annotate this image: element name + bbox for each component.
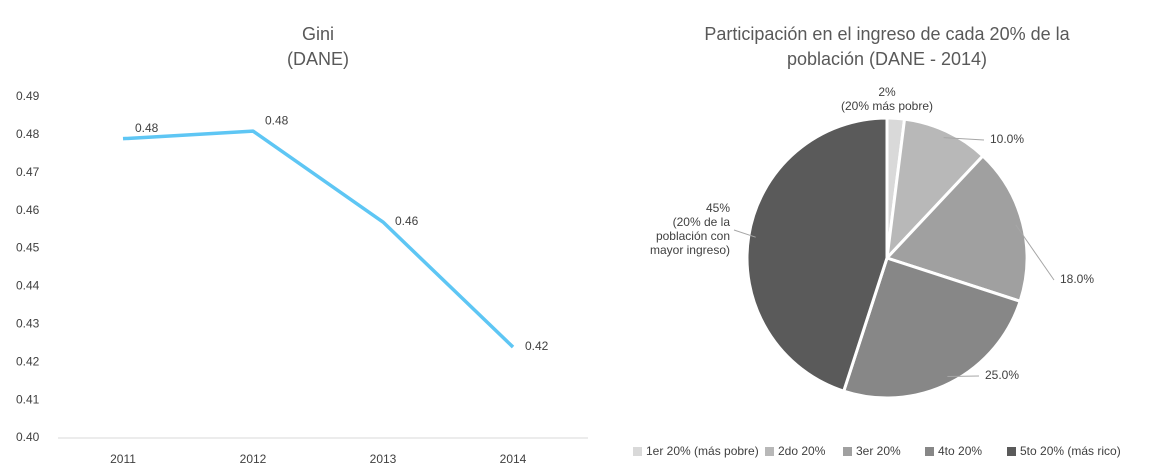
- y-tick-label: 0.45: [16, 241, 40, 255]
- x-tick-label: 2013: [370, 452, 397, 466]
- pie-slice: [745, 116, 889, 394]
- chart-title: población (DANE - 2014): [787, 49, 987, 69]
- line: [122, 129, 515, 349]
- legend-label: 2do 20%: [778, 444, 826, 458]
- pie-slice: [841, 256, 1023, 400]
- chart-title: (DANE): [287, 49, 349, 69]
- legend-swatch: [765, 447, 774, 456]
- data-label: 10.0%: [990, 132, 1024, 146]
- legend-swatch: [633, 447, 642, 456]
- legend-label: 5to 20% (más rico): [1020, 444, 1121, 458]
- data-label: 18.0%: [1060, 272, 1094, 286]
- x-tick-label: 2012: [240, 452, 267, 466]
- x-tick-label: 2014: [500, 452, 527, 466]
- y-tick-label: 0.48: [16, 127, 40, 141]
- pie-slice: [884, 117, 985, 263]
- legend-label: 4to 20%: [938, 444, 982, 458]
- leader-line: [947, 375, 980, 378]
- leader-line: [943, 137, 985, 141]
- y-tick-label: 0.42: [16, 354, 40, 368]
- y-tick-label: 0.46: [16, 203, 40, 217]
- legend-swatch: [843, 447, 852, 456]
- y-tick-label: 0.47: [16, 165, 40, 179]
- chart-title: Gini: [302, 24, 334, 44]
- legend-swatch: [1007, 447, 1016, 456]
- legend-swatch: [925, 447, 934, 456]
- pie-slice: [884, 153, 1029, 304]
- y-tick-label: 0.49: [16, 89, 40, 103]
- leader-line: [1015, 224, 1055, 281]
- leader-line: [733, 229, 756, 238]
- data-label: 0.42: [525, 339, 549, 353]
- data-label: 45% (20% de la población con mayor ingreso): [650, 201, 730, 257]
- x-tick-label: 2011: [110, 452, 136, 466]
- y-tick-label: 0.40: [16, 430, 40, 444]
- y-tick-label: 0.41: [16, 392, 40, 406]
- data-label: 0.48: [265, 113, 289, 127]
- legend-label: 1er 20% (más pobre): [646, 444, 759, 458]
- legend-label: 3er 20%: [856, 444, 901, 458]
- data-label: 0.46: [395, 214, 419, 228]
- chart-title: Participación en el ingreso de cada 20% …: [704, 24, 1070, 44]
- data-label: 0.48: [135, 121, 159, 135]
- data-label: 25.0%: [985, 368, 1019, 382]
- data-label: 2% (20% más pobre): [841, 85, 933, 113]
- y-tick-label: 0.43: [16, 317, 40, 331]
- y-tick-label: 0.44: [16, 279, 40, 293]
